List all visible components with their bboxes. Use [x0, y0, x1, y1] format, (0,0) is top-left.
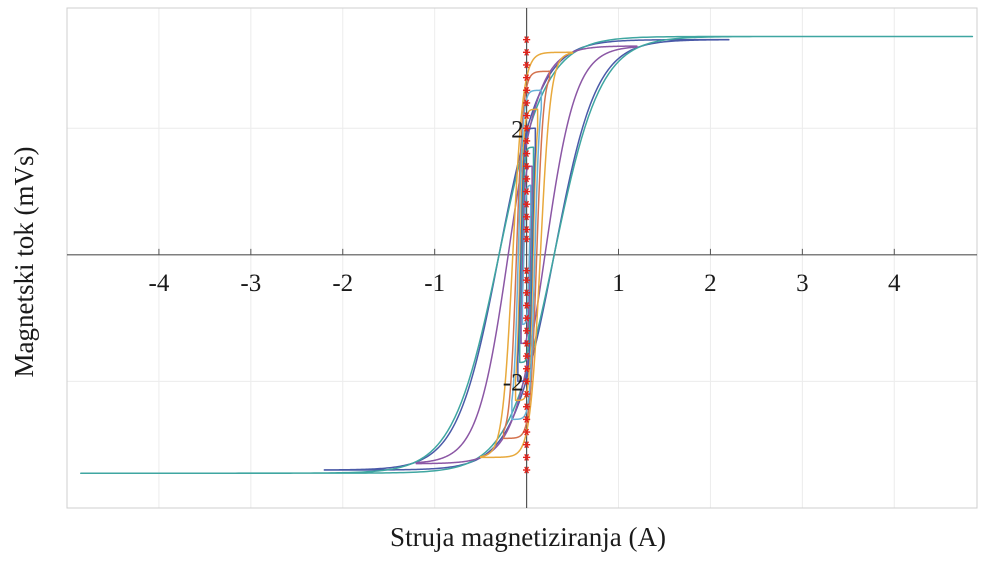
tip-marker-stroke [524, 235, 530, 243]
tip-marker-stroke [524, 314, 530, 322]
x-tick-label: 2 [704, 270, 717, 297]
tip-marker [522, 188, 531, 196]
tip-marker-stroke [524, 276, 530, 284]
tip-marker [522, 390, 531, 398]
tip-marker-stroke [524, 112, 530, 120]
series-loop-9 [518, 146, 535, 364]
tip-marker-stroke [524, 441, 530, 449]
tip-marker [522, 99, 531, 107]
x-tick-label: 3 [796, 270, 809, 297]
tip-marker [522, 86, 531, 94]
tip-marker-stroke [524, 150, 530, 158]
tip-marker-stroke [524, 327, 530, 335]
tip-marker-stroke [524, 137, 530, 145]
tip-marker [522, 339, 531, 347]
y-tick-label: -2 [503, 369, 524, 396]
tip-marker [522, 200, 531, 208]
tip-marker [522, 453, 531, 461]
tip-marker [522, 235, 531, 243]
plot-frame [66, 7, 978, 509]
series-loop-5 [502, 70, 551, 440]
y-tick-label: 2 [511, 116, 524, 143]
tip-marker-stroke [524, 377, 530, 385]
tip-marker-stroke [524, 200, 530, 208]
tip-markers [522, 36, 531, 474]
tip-marker [522, 213, 531, 221]
x-tick-label: -3 [240, 270, 261, 297]
tip-marker-stroke [524, 453, 530, 461]
tip-marker-stroke [524, 213, 530, 221]
tip-marker [522, 61, 531, 69]
tip-marker [522, 267, 531, 275]
tip-marker [522, 441, 531, 449]
tip-marker [522, 377, 531, 385]
tip-marker-stroke [524, 302, 530, 309]
tip-marker-stroke [524, 86, 530, 94]
series-loop-8 [517, 127, 537, 383]
tip-marker-stroke [524, 390, 530, 398]
series-loop-10 [520, 165, 533, 345]
tip-marker-stroke [524, 162, 530, 170]
tip-marker-stroke [524, 352, 530, 360]
tip-marker-stroke [524, 61, 530, 69]
tip-marker-stroke [524, 48, 530, 56]
tip-marker-stroke [524, 415, 530, 423]
series-loop-4 [479, 51, 574, 459]
tip-marker [522, 150, 531, 158]
tip-marker-stroke [524, 99, 530, 107]
tip-marker [522, 403, 531, 411]
tip-marker-stroke [524, 403, 530, 411]
tip-marker [522, 162, 531, 170]
tip-marker-stroke [524, 267, 530, 275]
tip-marker-stroke [524, 466, 530, 474]
series-loop-7 [514, 108, 539, 402]
tip-marker-stroke [524, 175, 530, 183]
tip-marker [522, 466, 531, 474]
series-loop-6 [511, 89, 543, 421]
series-loop-2 [80, 35, 974, 474]
tip-marker [522, 175, 531, 183]
tip-marker-stroke [524, 188, 530, 196]
tip-marker [522, 226, 531, 233]
x-tick-label: 1 [612, 270, 625, 297]
tip-marker [522, 124, 531, 132]
tip-marker [522, 289, 531, 297]
tip-marker [522, 276, 531, 284]
x-tick-label: 4 [888, 270, 901, 297]
tip-marker [522, 415, 531, 423]
tip-marker [522, 352, 531, 360]
tip-marker [522, 36, 531, 44]
tip-marker [522, 137, 531, 145]
x-tick-label: -2 [332, 270, 353, 297]
tip-marker [522, 48, 531, 56]
y-axis-title: Magnetski tok (mVs) [9, 147, 39, 378]
tip-marker-stroke [524, 74, 530, 82]
tip-marker [522, 74, 531, 82]
x-axis-title: Struja magnetiziranja (A) [390, 522, 666, 552]
x-tick-label: -1 [424, 270, 445, 297]
tip-marker-stroke [524, 289, 530, 297]
tip-marker [522, 365, 531, 373]
tip-marker [522, 302, 531, 309]
tip-marker [522, 314, 531, 322]
tip-marker-stroke [524, 36, 530, 44]
tip-marker [522, 112, 531, 120]
tick-labels: -4 -3 -2 -1 1 2 3 4 -2 2 [149, 116, 902, 396]
tip-marker-stroke [524, 428, 530, 436]
tip-marker-stroke [524, 226, 530, 233]
tip-marker-stroke [524, 339, 530, 347]
tip-marker-stroke [524, 365, 530, 373]
tip-marker [522, 428, 531, 436]
series-group [80, 35, 974, 474]
series-loop-11 [521, 184, 532, 326]
tip-marker [522, 327, 531, 335]
tip-marker-stroke [524, 124, 530, 132]
x-tick-label: -4 [149, 270, 170, 297]
